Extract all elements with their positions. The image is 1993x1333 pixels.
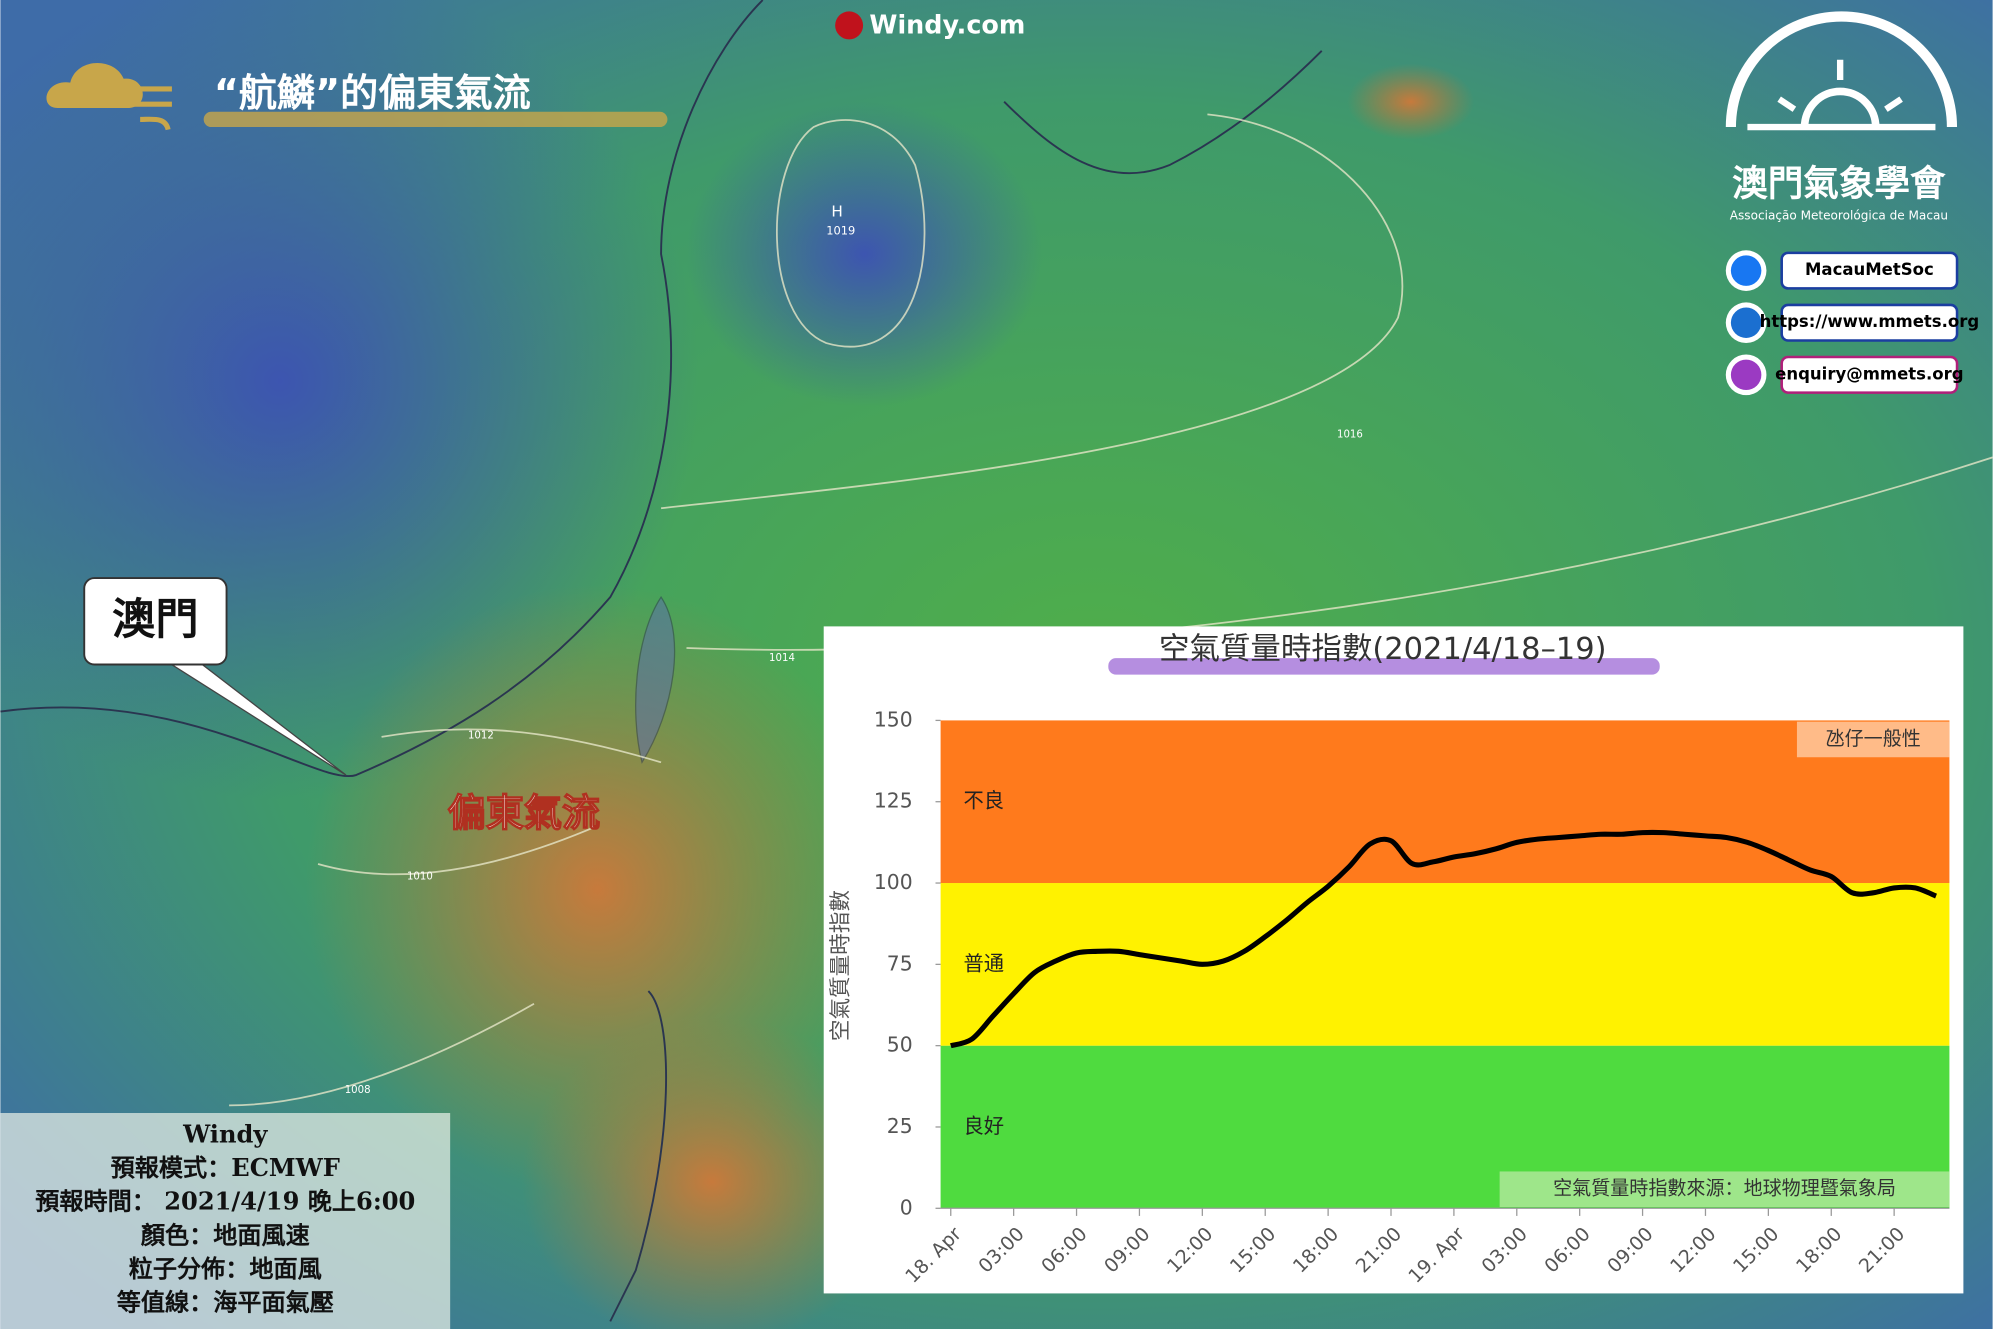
y-axis-label: 空氣質量時指數: [828, 890, 853, 1041]
logo-subtitle: Associação Meteorológica de Macau: [1730, 208, 1948, 222]
info-line: 預報時間： 2021/4/19 晚上6:00: [35, 1187, 415, 1216]
band-label: 普通: [963, 951, 1004, 975]
isobar-label: 1016: [1337, 430, 1363, 441]
plot: 良好 普通 不良 0 25 50 75 100 125 150 氹仔一般性空氣質量時指數來源：地球物…: [874, 707, 1950, 1288]
annotation: 氹仔一般性: [1826, 728, 1921, 750]
high-marker: H: [831, 203, 842, 221]
chart-title-underline: [1108, 658, 1660, 675]
band: [940, 883, 1950, 1046]
annotation-bg: [1499, 1171, 1950, 1208]
contact-box: [1780, 355, 1959, 394]
title-underline: [203, 111, 668, 128]
info-line: 等值線：海平面氣壓: [117, 1288, 334, 1317]
logo-sun: [1800, 87, 1880, 128]
chart-title: 空氣質量時指數(2021/4/18–19): [1159, 632, 1607, 667]
facebook-icon: [1730, 255, 1762, 286]
windy-logo: [835, 11, 864, 40]
contact-text[interactable]: https://www.mmets.org: [1760, 312, 1980, 331]
isobar-label: 1010: [407, 872, 433, 883]
header-title: “航鱗”的偏東氣流: [214, 71, 531, 115]
info-line: Windy: [182, 1119, 268, 1148]
y-tick-label: 75: [887, 951, 913, 975]
high-pressure: 1019: [826, 224, 855, 238]
wind-icon: [127, 86, 172, 131]
y-tick-label: 50: [887, 1033, 913, 1057]
y-tick-label: 100: [874, 870, 913, 894]
map-region: [1347, 63, 1475, 140]
info-line: 預報模式：ECMWF: [111, 1153, 340, 1182]
isobar-label: 1014: [769, 653, 795, 664]
coastline: [609, 990, 668, 1322]
map-region: [521, 1016, 903, 1333]
info-lines: Windy 預報模式：ECMWF 預報時間： 2021/4/19 晚上6:00 顏色：…: [35, 1119, 415, 1316]
mail-icon: [1730, 359, 1762, 391]
brand: Windy.com: [869, 10, 1025, 40]
coastline: [635, 596, 676, 764]
info-box: [0, 1113, 451, 1329]
coastline: [0, 0, 764, 778]
info-line: 粒子分佈：地面風: [129, 1254, 322, 1283]
isobar-label: 1012: [468, 731, 494, 742]
isobar-labels: 1016 1014 1012 1010 1008: [345, 430, 1363, 1097]
contact-box: [1780, 303, 1959, 342]
contact-box: [1780, 251, 1959, 290]
isobar-label: 1008: [345, 1085, 371, 1096]
aqi-line: [950, 829, 1938, 1049]
logo-rays: [1747, 59, 1936, 131]
cloud-icon: [46, 63, 143, 108]
logo-arc: [1725, 11, 1958, 128]
contact-text[interactable]: MacauMetSoc: [1805, 260, 1934, 279]
annotation: 空氣質量時指數來源：地球物理暨氣象局: [1553, 1178, 1896, 1200]
web-icon: [1730, 307, 1762, 338]
flow-label: 偏東氣流: [448, 791, 600, 835]
annotation-bg: [1796, 721, 1950, 758]
y-tick-label: 150: [874, 707, 913, 731]
map-region: [686, 101, 1043, 407]
contacts: MacauMetSoc https://www.mmets.org enquir…: [1725, 250, 1980, 396]
y-tick-label: 125: [874, 789, 913, 813]
contact-text[interactable]: enquiry@mmets.org: [1775, 364, 1963, 383]
y-tick-label: 25: [887, 1114, 913, 1138]
coastline: [1003, 50, 1323, 175]
band-label: 不良: [963, 789, 1004, 813]
info-line: 顏色：地面風速: [141, 1220, 310, 1249]
callout-text: 澳門: [112, 595, 198, 645]
logo-name: 澳門氣象學會: [1732, 164, 1946, 205]
callout-box: [83, 577, 228, 666]
y-tick-label: 0: [900, 1195, 913, 1219]
band-label: 良好: [963, 1114, 1004, 1138]
